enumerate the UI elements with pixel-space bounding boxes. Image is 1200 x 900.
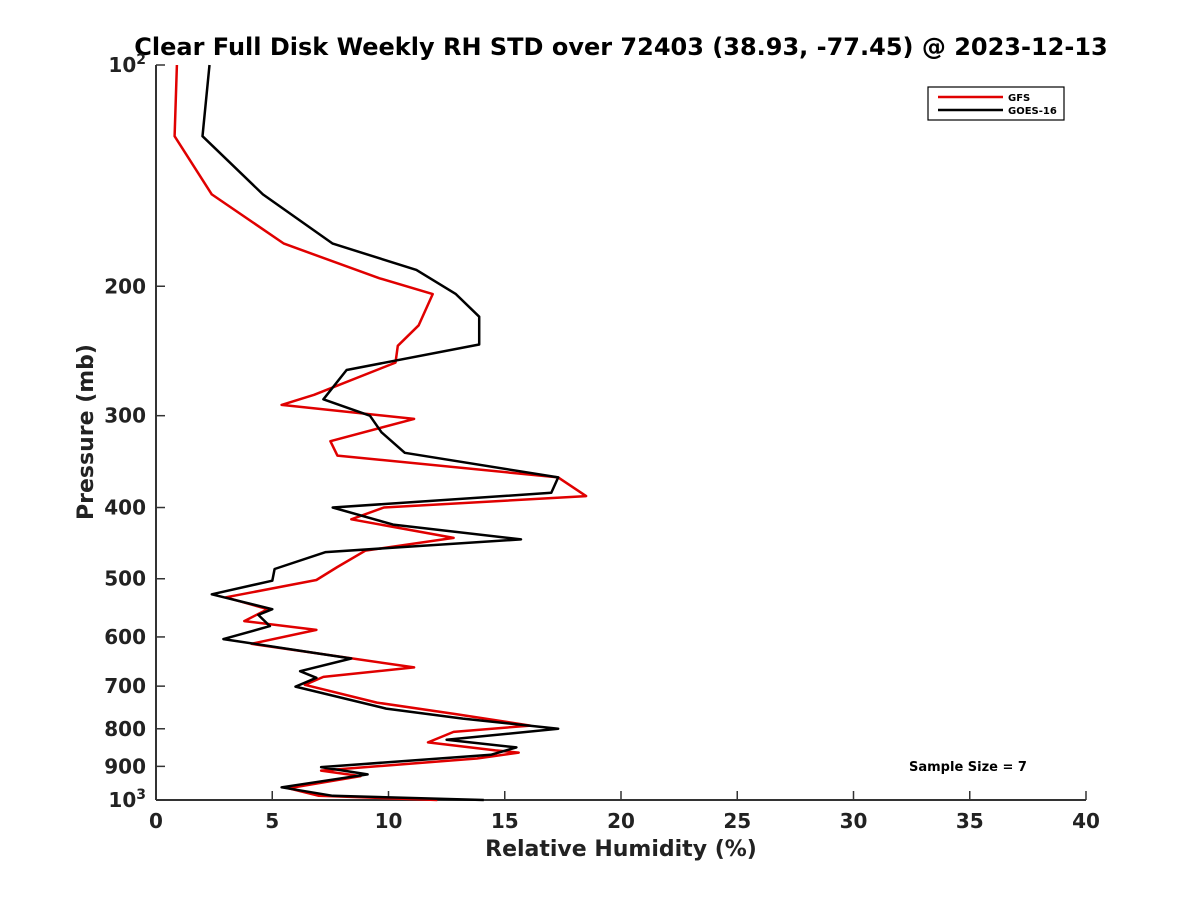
y-tick-label: 102: [108, 52, 146, 77]
x-tick-label: 0: [149, 809, 163, 833]
x-tick-label: 15: [491, 809, 519, 833]
x-tick-label: 20: [607, 809, 635, 833]
legend-label-goes-16: GOES-16: [1008, 106, 1057, 117]
series-lines: [173, 64, 588, 802]
x-tick-label: 25: [723, 809, 751, 833]
series-line-gfs: [173, 64, 588, 802]
y-tick-label: 800: [104, 717, 146, 741]
y-axis-label: Pressure (mb): [74, 344, 99, 520]
legend-label-gfs: GFS: [1008, 93, 1030, 104]
x-tick-label: 40: [1072, 809, 1100, 833]
y-tick-label: 400: [104, 496, 146, 520]
y-axis-ticks: 102 200 300 400 500 600 700 800 900 103: [104, 52, 165, 812]
y-tick-label: 700: [104, 674, 146, 698]
legend: GFS GOES-16: [927, 86, 1065, 121]
x-tick-label: 35: [956, 809, 984, 833]
series-line-goes-16: [201, 64, 560, 802]
sample-size-annotation: Sample Size = 7: [909, 760, 1027, 775]
x-tick-label: 30: [840, 809, 868, 833]
x-axis-label: Relative Humidity (%): [485, 837, 757, 862]
y-tick-label: 500: [104, 567, 146, 591]
y-tick-label: 600: [104, 625, 146, 649]
y-tick-label: 300: [104, 404, 146, 428]
y-tick-label: 200: [104, 274, 146, 298]
x-axis-ticks: 0 5 10 15 20 25 30 35 40: [149, 791, 1100, 833]
legend-box: [927, 86, 1065, 121]
chart-title: Clear Full Disk Weekly RH STD over 72403…: [134, 33, 1107, 61]
y-tick-label: 103: [108, 787, 146, 812]
x-tick-label: 5: [265, 809, 279, 833]
y-tick-label: 900: [104, 754, 146, 778]
x-tick-label: 10: [375, 809, 403, 833]
